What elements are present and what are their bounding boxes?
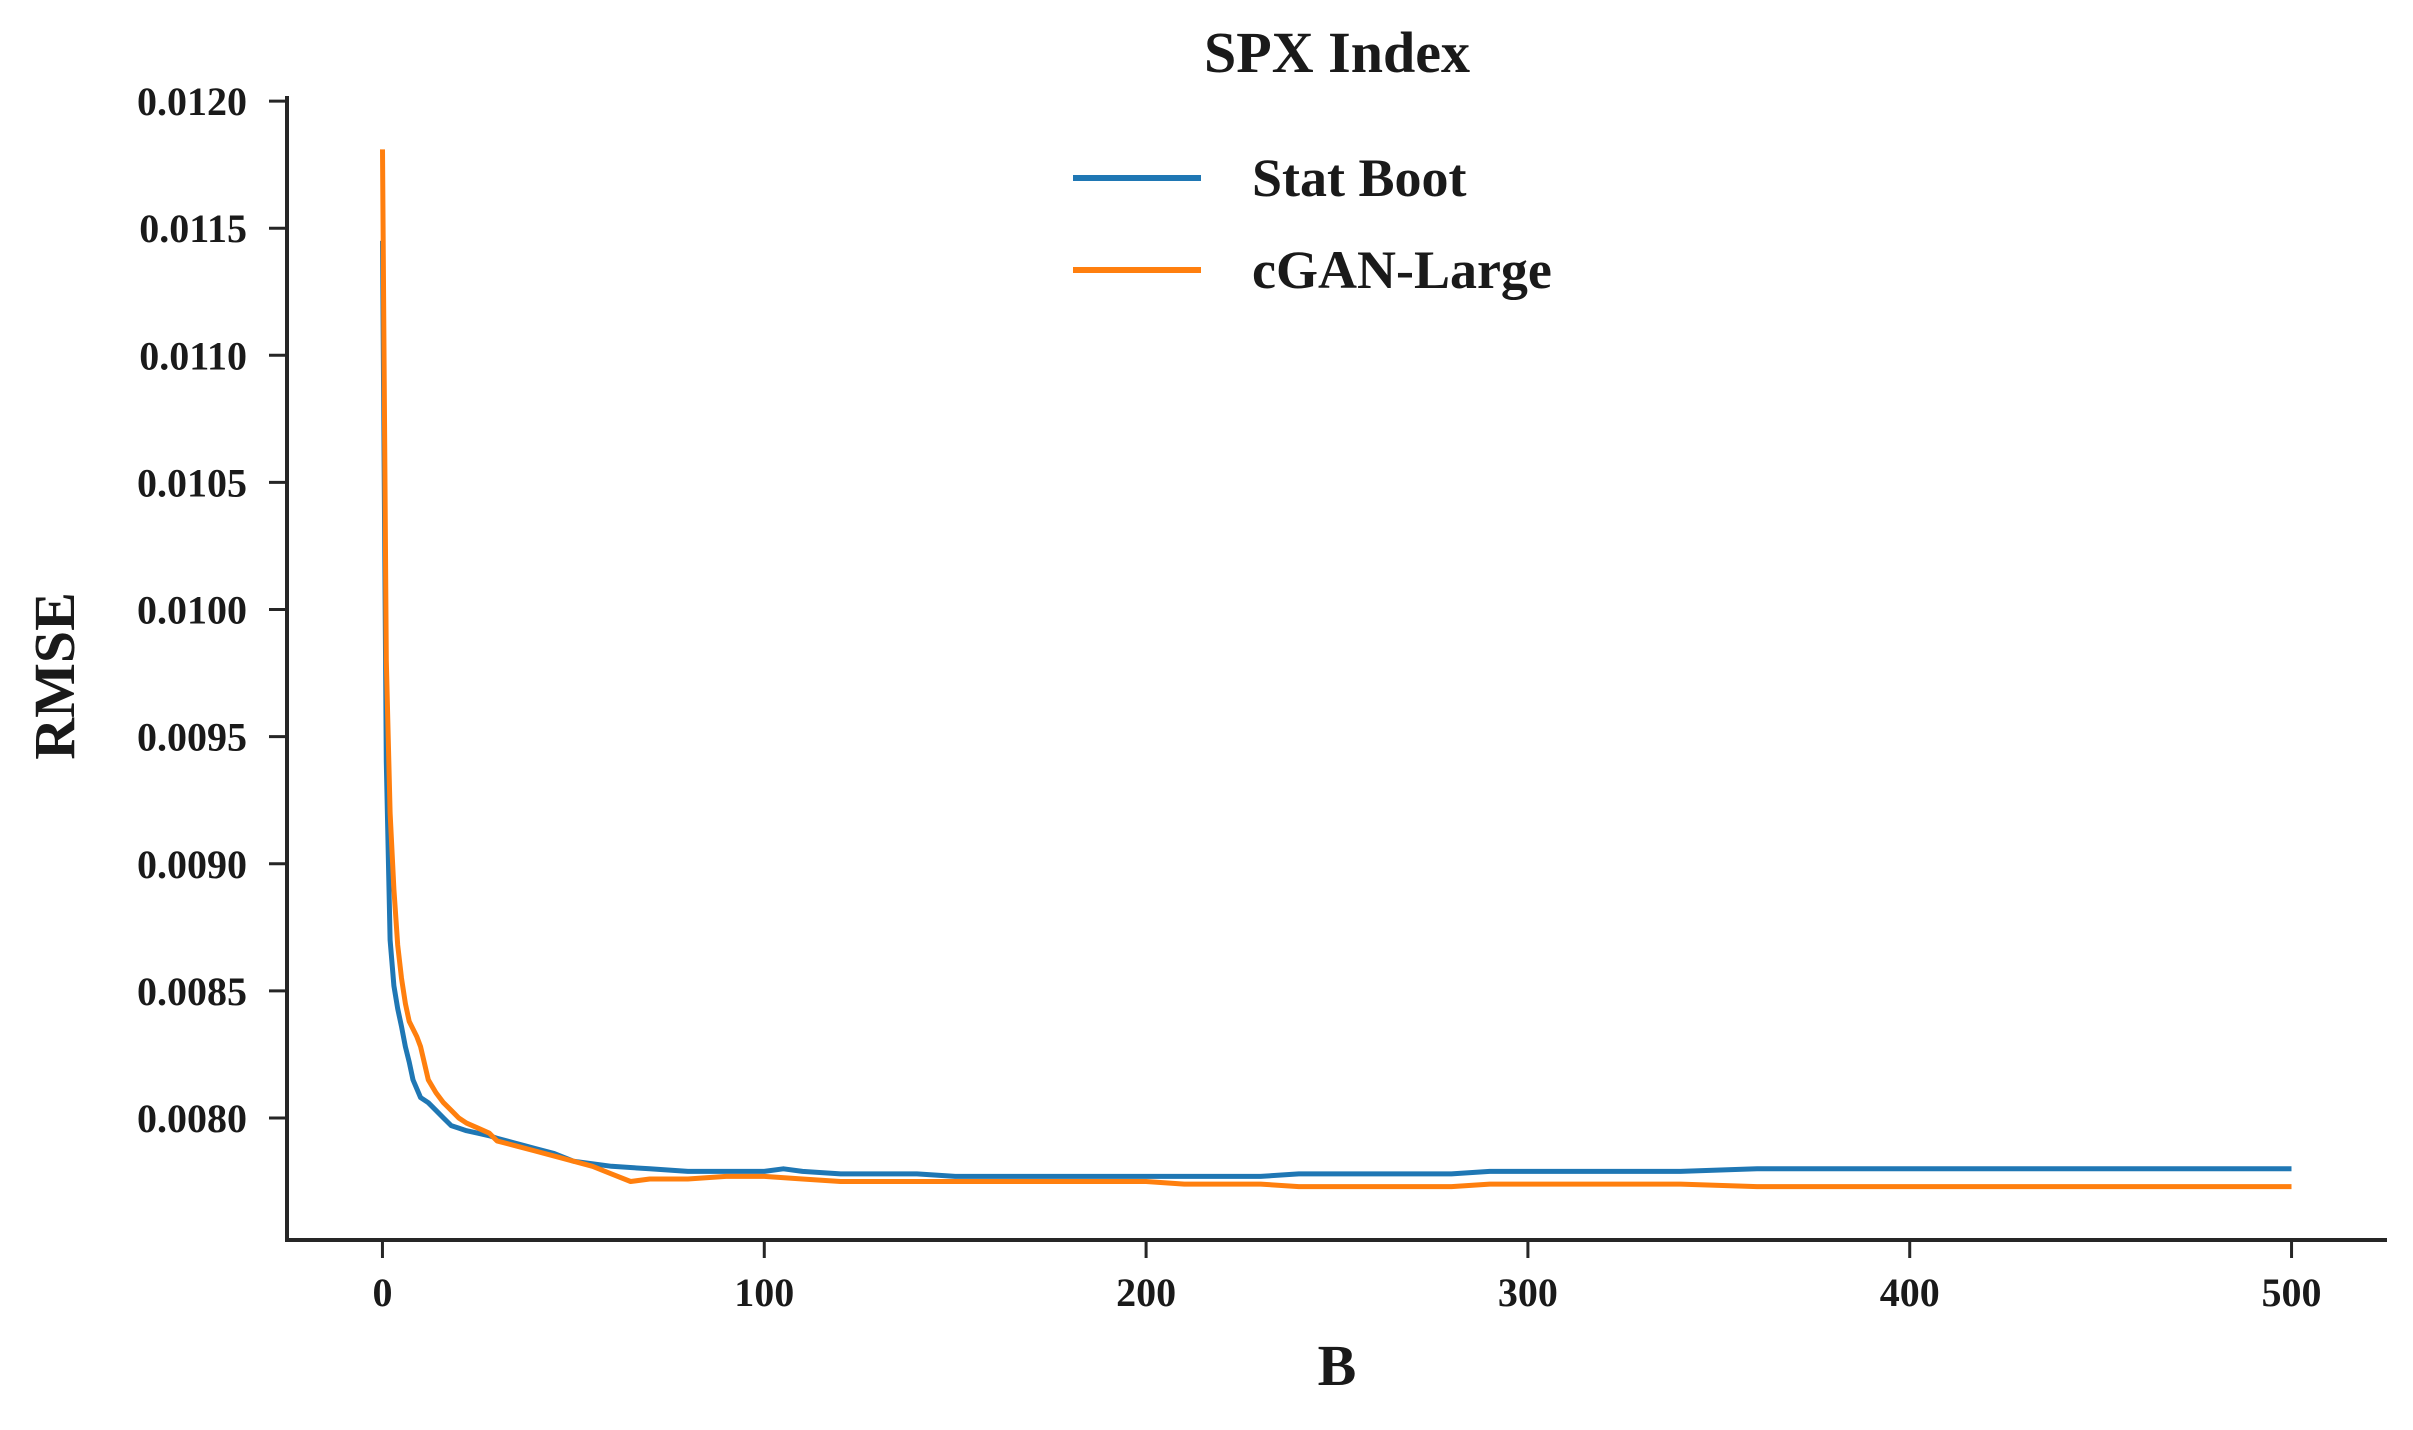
series-lines [380,149,2292,1190]
y-axis-label: RMSE [22,592,87,760]
series-line-stat-boot [380,240,2292,1179]
y-tick-label: 0.0085 [137,969,247,1014]
x-tick-label: 100 [734,1270,794,1315]
y-tick-label: 0.0100 [137,588,247,633]
series-line-cgan-large [380,149,2292,1190]
legend-label-stat-boot: Stat Boot [1252,148,1467,208]
y-tick-label: 0.0090 [137,842,247,887]
y-tick-label: 0.0110 [139,333,247,378]
y-tick-label: 0.0095 [137,715,247,760]
axes: 0.0080 0.0085 0.0090 0.0095 0.0100 0.0105 0.01… [137,79,2387,1315]
x-tick-label: 200 [1116,1270,1176,1315]
y-tick-label: 0.0105 [137,460,247,505]
y-tick-label: 0.0120 [137,79,247,124]
x-tick-label: 400 [1880,1270,1940,1315]
legend-label-cgan-large: cGAN-Large [1252,240,1552,300]
x-axis-label: B [1318,1333,1357,1398]
x-tick-label: 500 [2262,1270,2322,1315]
chart-title: SPX Index [1204,20,1470,85]
x-tick-label: 0 [372,1270,392,1315]
y-tick-label: 0.0080 [137,1096,247,1141]
y-tick-label: 0.0115 [139,206,247,251]
legend: Stat Boot cGAN-Large [1073,148,1552,300]
x-tick-label: 300 [1498,1270,1558,1315]
